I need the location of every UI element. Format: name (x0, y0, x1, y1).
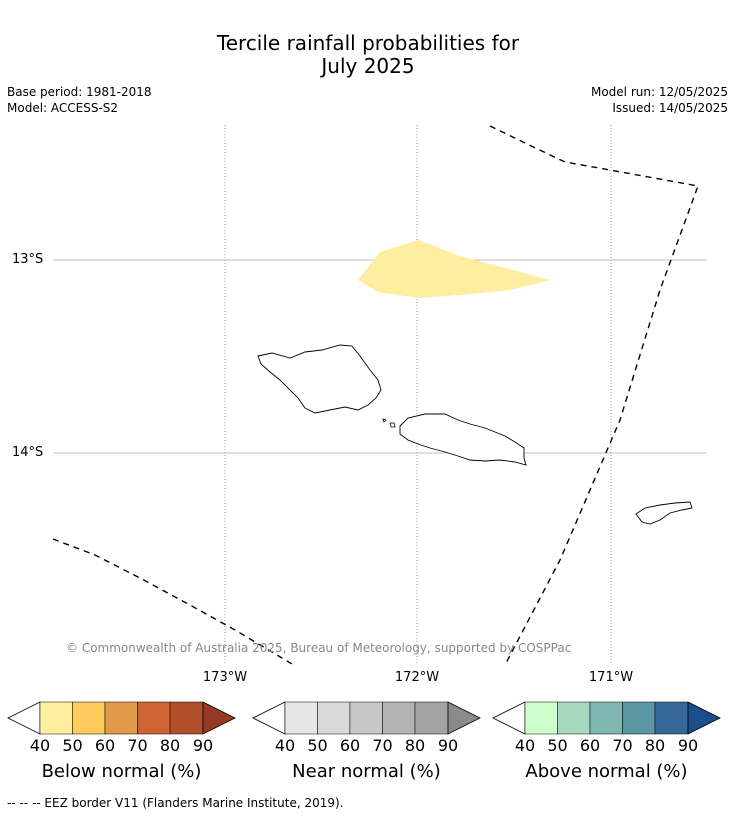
lon-label-171w: 171°W (588, 670, 634, 685)
upolu-island (399, 413, 527, 466)
tick-label: 70 (127, 736, 148, 755)
tick-label: 50 (547, 736, 568, 755)
colorbar-below-normal (7, 701, 236, 735)
tick-label: 60 (339, 736, 361, 755)
tick-label: 50 (62, 736, 83, 755)
lon-label-173w: 173°W (202, 670, 248, 685)
tick-label: 40 (274, 736, 296, 755)
islet (389, 422, 396, 428)
colorbar-near-normal (252, 701, 481, 735)
tick-label: 90 (192, 736, 214, 755)
eez-border-east (489, 125, 699, 666)
tick-label: 40 (514, 736, 536, 755)
tick-label: 80 (404, 736, 426, 755)
model-name: Model: ACCESS-S2 (7, 101, 119, 115)
tick-label: 80 (159, 736, 181, 755)
colorbar-label-above: Above normal (%) (525, 761, 688, 782)
colorbar-label-below: Below normal (%) (41, 761, 202, 782)
tick-label: 80 (644, 736, 666, 755)
lat-label-13s: 13°S (12, 252, 44, 267)
tick-label: 40 (29, 736, 51, 755)
tick-label: 90 (437, 736, 459, 755)
tick-label: 90 (677, 736, 699, 755)
savaii-island (257, 344, 382, 414)
lat-label-14s: 14°S (12, 445, 44, 460)
eez-legend-note: -- -- -- EEZ border V11 (Flanders Marine… (7, 796, 344, 810)
colorbar-label-near: Near normal (%) (292, 761, 441, 782)
colorbar-above-normal (492, 701, 721, 735)
model-run: Model run: 12/05/2025 (590, 85, 728, 99)
copyright-notice: © Commonwealth of Australia 2025, Bureau… (66, 641, 572, 655)
tick-label: 50 (307, 736, 328, 755)
lon-label-172w: 172°W (394, 670, 440, 685)
eez-border-south (52, 538, 293, 665)
title-line-2: July 2025 (321, 54, 415, 78)
base-period: Base period: 1981-2018 (7, 85, 152, 99)
tutuila-island (635, 501, 693, 525)
tick-label: 60 (579, 736, 601, 755)
islet (382, 418, 387, 423)
tick-label: 60 (94, 736, 116, 755)
tick-label: 70 (612, 736, 633, 755)
issued-date: Issued: 14/05/2025 (612, 101, 728, 115)
below-normal-probability-area (358, 240, 550, 298)
title-line-1: Tercile rainfall probabilities for (216, 31, 520, 55)
tick-label: 70 (372, 736, 393, 755)
